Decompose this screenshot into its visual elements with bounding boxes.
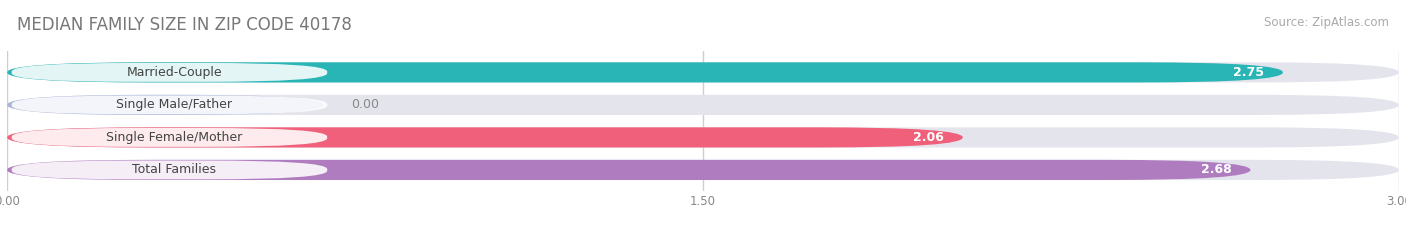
Text: Single Male/Father: Single Male/Father <box>117 98 232 111</box>
FancyBboxPatch shape <box>7 160 1399 180</box>
FancyBboxPatch shape <box>7 62 1284 82</box>
FancyBboxPatch shape <box>11 128 328 147</box>
FancyBboxPatch shape <box>7 127 963 147</box>
FancyBboxPatch shape <box>7 95 1399 115</box>
FancyBboxPatch shape <box>7 160 1250 180</box>
Text: Married-Couple: Married-Couple <box>127 66 222 79</box>
FancyBboxPatch shape <box>11 63 328 82</box>
Text: 2.06: 2.06 <box>914 131 945 144</box>
FancyBboxPatch shape <box>11 161 328 179</box>
Text: 2.75: 2.75 <box>1233 66 1264 79</box>
Text: MEDIAN FAMILY SIZE IN ZIP CODE 40178: MEDIAN FAMILY SIZE IN ZIP CODE 40178 <box>17 16 352 34</box>
Text: 2.68: 2.68 <box>1201 163 1232 176</box>
FancyBboxPatch shape <box>7 62 1399 82</box>
Text: Total Families: Total Families <box>132 163 217 176</box>
FancyBboxPatch shape <box>7 127 1399 147</box>
Text: Single Female/Mother: Single Female/Mother <box>105 131 242 144</box>
Text: 0.00: 0.00 <box>352 98 380 111</box>
FancyBboxPatch shape <box>11 96 328 114</box>
Text: Source: ZipAtlas.com: Source: ZipAtlas.com <box>1264 16 1389 29</box>
FancyBboxPatch shape <box>7 95 323 115</box>
